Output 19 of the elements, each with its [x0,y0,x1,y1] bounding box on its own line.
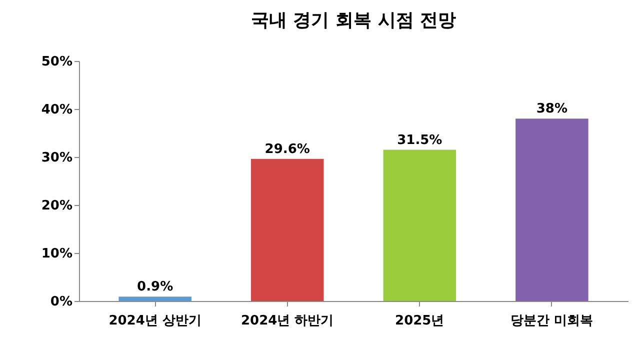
y-tick-label: 40% [41,102,72,118]
bar [250,158,324,301]
y-tick-label: 30% [41,150,72,166]
y-tick-label: 10% [41,246,72,262]
bar [118,296,192,301]
x-tick-label: 2024년 상반기 [108,314,202,328]
data-label: 31.5% [397,132,442,148]
y-tick-label: 20% [41,198,72,214]
bar [516,118,588,301]
x-tick-label: 2025년 [395,314,444,328]
x-tick-label: 2024년 하반기 [240,314,334,328]
data-label: 29.6% [264,142,310,157]
data-label: 0.9% [137,280,174,295]
data-label: 38% [536,102,568,117]
y-tick-label: 0% [50,294,72,310]
bar [383,150,456,301]
y-tick-label: 50% [41,54,72,70]
chart-title: 국내 경기 회복 시점 전망 [250,10,456,31]
x-tick-label: 당분간 미회복 [510,314,594,328]
